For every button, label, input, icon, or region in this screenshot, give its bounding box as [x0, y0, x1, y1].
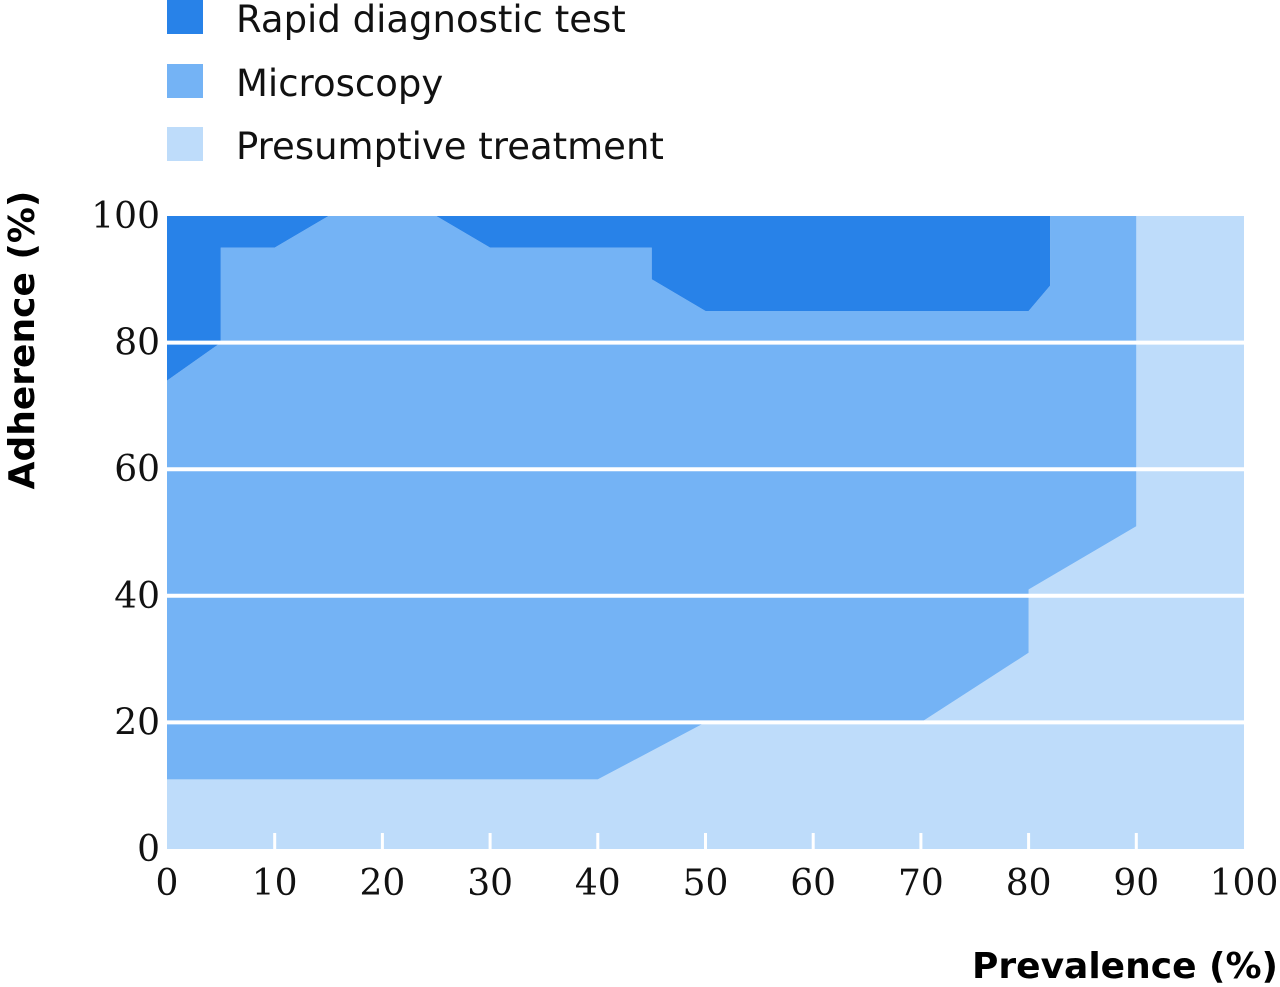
- y-axis: 0 20 40 60 80 100: [91, 196, 160, 870]
- legend-label-rapid-diagnostic-test: Rapid diagnostic test: [236, 0, 626, 41]
- x-tick-label-40: 40: [575, 863, 621, 904]
- legend-swatch-microscopy: [167, 64, 203, 98]
- y-tick-label-40: 40: [114, 576, 160, 617]
- legend-swatch-presumptive-treatment: [167, 127, 203, 161]
- x-tick-label-90: 90: [1113, 863, 1159, 904]
- x-tick-label-100: 100: [1210, 863, 1279, 904]
- region-rapid-diagnostic-test: [167, 216, 1051, 381]
- y-tick-label-20: 20: [114, 702, 160, 743]
- x-axis-title: Prevalence (%): [972, 946, 1278, 987]
- plot-regions: [167, 216, 1244, 849]
- gridlines: [167, 340, 1244, 725]
- legend-label-microscopy: Microscopy: [236, 62, 443, 105]
- x-tick-label-70: 70: [898, 863, 944, 904]
- legend-label-presumptive-treatment: Presumptive treatment: [236, 125, 664, 168]
- x-tick-label-50: 50: [683, 863, 729, 904]
- region-presumptive-treatment: [167, 216, 1244, 849]
- x-tick-label-30: 30: [467, 863, 513, 904]
- legend: Rapid diagnostic test Microscopy Presump…: [167, 0, 664, 168]
- region-microscopy: [167, 216, 1137, 780]
- x-axis: 0 10 20 30 40 50 60 70 80 90 100: [156, 833, 1279, 904]
- y-tick-label-80: 80: [114, 323, 160, 364]
- legend-swatch-rapid-diagnostic-test: [167, 0, 203, 34]
- x-tick-label-0: 0: [156, 863, 179, 904]
- x-tick-label-80: 80: [1006, 863, 1052, 904]
- x-tick-label-10: 10: [252, 863, 298, 904]
- y-tick-label-0: 0: [137, 829, 160, 870]
- x-tick-label-60: 60: [790, 863, 836, 904]
- y-axis-title: Adherence (%): [2, 191, 43, 490]
- y-tick-label-100: 100: [91, 196, 160, 237]
- y-tick-label-60: 60: [114, 449, 160, 490]
- x-tick-label-20: 20: [359, 863, 405, 904]
